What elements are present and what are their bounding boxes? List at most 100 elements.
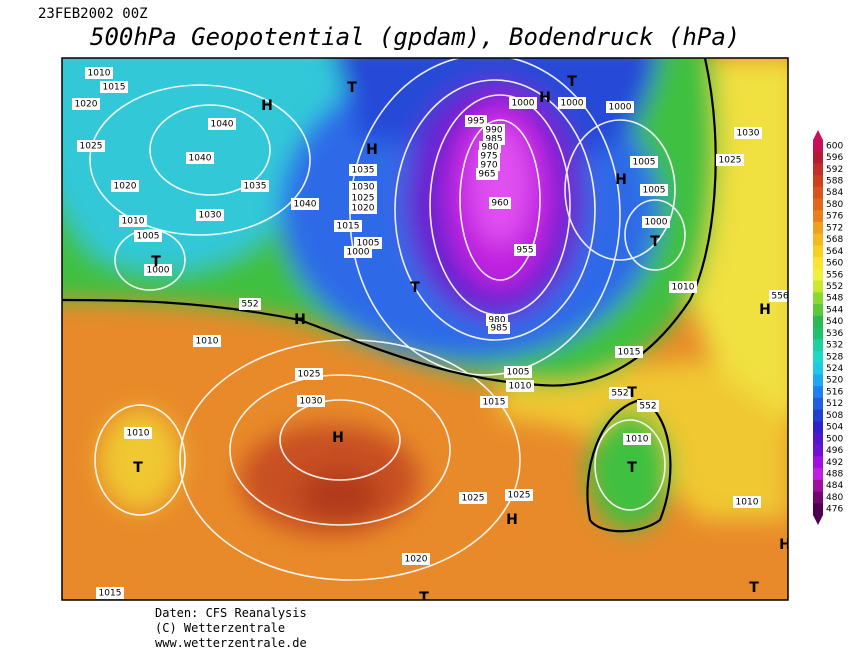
pressure-label-box bbox=[505, 489, 533, 501]
pressure-label-box bbox=[402, 553, 430, 565]
colorbar-label: 492 bbox=[826, 458, 843, 468]
pressure-label: 1015 bbox=[99, 589, 122, 599]
colorbar-label: 580 bbox=[826, 200, 843, 210]
pressure-label-box bbox=[488, 322, 510, 334]
pressure-label: 1005 bbox=[633, 158, 656, 168]
colorbar-arrow bbox=[813, 130, 823, 140]
pressure-label-box bbox=[669, 281, 697, 293]
pressure-label: 1015 bbox=[103, 83, 126, 93]
pressure-center: T bbox=[749, 580, 759, 596]
pressure-label-box bbox=[640, 184, 668, 196]
colorbar-label: 572 bbox=[826, 223, 843, 233]
pressure-center: H bbox=[779, 537, 791, 553]
pressure-label-box bbox=[509, 97, 537, 109]
colorbar-swatch bbox=[813, 245, 823, 258]
pressure-center: T bbox=[133, 460, 143, 476]
pressure-center: T bbox=[347, 80, 357, 96]
pressure-label-box bbox=[100, 81, 128, 93]
pressure-label: 1025 bbox=[298, 370, 321, 380]
pressure-label-box bbox=[630, 156, 658, 168]
colorbar-swatch bbox=[813, 151, 823, 164]
pressure-label: 1005 bbox=[137, 232, 160, 242]
colorbar-arrow bbox=[813, 515, 823, 525]
colorbar-swatch bbox=[813, 198, 823, 211]
pressure-label: 1040 bbox=[294, 200, 317, 210]
pressure-label-box bbox=[506, 380, 534, 392]
colorbar-swatch bbox=[813, 163, 823, 176]
colorbar-swatch bbox=[813, 421, 823, 434]
pressure-label: 980 bbox=[481, 143, 498, 153]
colorbar-swatch bbox=[813, 327, 823, 340]
datetime: 23FEB2002 00Z bbox=[38, 6, 148, 22]
pressure-center: T bbox=[627, 385, 637, 401]
pressure-label: 1010 bbox=[626, 435, 649, 445]
pressure-label: 980 bbox=[488, 316, 505, 326]
pressure-center: H bbox=[332, 430, 344, 446]
pressure-label-box bbox=[295, 368, 323, 380]
pressure-label: 990 bbox=[485, 126, 502, 136]
colorbar-swatch bbox=[813, 186, 823, 200]
pressure-label: 1040 bbox=[189, 154, 212, 164]
pressure-label: 1005 bbox=[357, 239, 380, 249]
colorbar-swatch bbox=[813, 432, 823, 446]
map-frame bbox=[61, 57, 789, 601]
colorbar-swatch bbox=[813, 140, 823, 153]
pressure-label: 1025 bbox=[719, 156, 742, 166]
pressure-label-box bbox=[489, 197, 511, 209]
colorbar-swatch bbox=[813, 210, 823, 223]
pressure-label-box bbox=[459, 492, 487, 504]
pressure-label: 1020 bbox=[352, 204, 375, 214]
pressure-label-box bbox=[196, 209, 224, 221]
pressure-label-box bbox=[72, 98, 100, 110]
pressure-label-box bbox=[186, 152, 214, 164]
pressure-label: 1040 bbox=[211, 120, 234, 130]
pressure-label: 1030 bbox=[352, 183, 375, 193]
pressure-label: 1020 bbox=[114, 182, 137, 192]
pressure-label-box bbox=[642, 216, 670, 228]
pressure-label-box bbox=[193, 335, 221, 347]
pressure-center: T bbox=[410, 280, 420, 296]
colorbar-label: 556 bbox=[826, 270, 843, 280]
pressure-label: 552 bbox=[639, 402, 656, 412]
pressure-center: T bbox=[627, 460, 637, 476]
pressure-label: 1030 bbox=[199, 211, 222, 221]
colorbar-swatch bbox=[813, 292, 823, 305]
pressure-label: 1000 bbox=[347, 248, 370, 258]
pressure-center: H bbox=[615, 172, 627, 188]
pressure-label-box bbox=[349, 192, 377, 204]
pressure-label: 955 bbox=[516, 246, 533, 256]
pressure-label-box bbox=[134, 230, 162, 242]
pressure-label-box bbox=[124, 427, 152, 439]
pressure-label: 985 bbox=[490, 324, 507, 334]
pressure-label: 1000 bbox=[645, 218, 668, 228]
colorbar-label: 496 bbox=[826, 446, 843, 456]
pressure-label-box bbox=[514, 244, 536, 256]
pressure-label-box bbox=[334, 220, 362, 232]
colorbar-swatch bbox=[813, 280, 823, 293]
pressure-label-box bbox=[208, 118, 236, 130]
pressure-label: 965 bbox=[478, 170, 495, 180]
colorbar-label: 476 bbox=[826, 505, 843, 515]
pressure-center: H bbox=[366, 142, 378, 158]
pressure-center: H bbox=[261, 98, 273, 114]
pressure-label-box bbox=[241, 180, 269, 192]
colorbar-swatch bbox=[813, 362, 823, 375]
pressure-label: 1020 bbox=[75, 100, 98, 110]
colorbar-label: 536 bbox=[826, 329, 843, 339]
colorbar-label: 568 bbox=[826, 235, 843, 245]
pressure-center: T bbox=[419, 590, 429, 606]
colorbar-label: 548 bbox=[826, 294, 843, 304]
pressure-label: 1000 bbox=[512, 99, 535, 109]
pressure-label-box bbox=[734, 127, 762, 139]
pressure-label: 1015 bbox=[618, 348, 641, 358]
colorbar-label: 520 bbox=[826, 376, 843, 386]
pressure-center: T bbox=[567, 74, 577, 90]
pressure-label: 960 bbox=[491, 199, 508, 209]
pressure-label-box bbox=[144, 264, 172, 276]
pressure-label: 1015 bbox=[337, 222, 360, 232]
colorbar-label: 576 bbox=[826, 212, 843, 222]
pressure-label-box bbox=[297, 395, 325, 407]
pressure-center: H bbox=[759, 302, 771, 318]
colorbar-label: 516 bbox=[826, 387, 843, 397]
